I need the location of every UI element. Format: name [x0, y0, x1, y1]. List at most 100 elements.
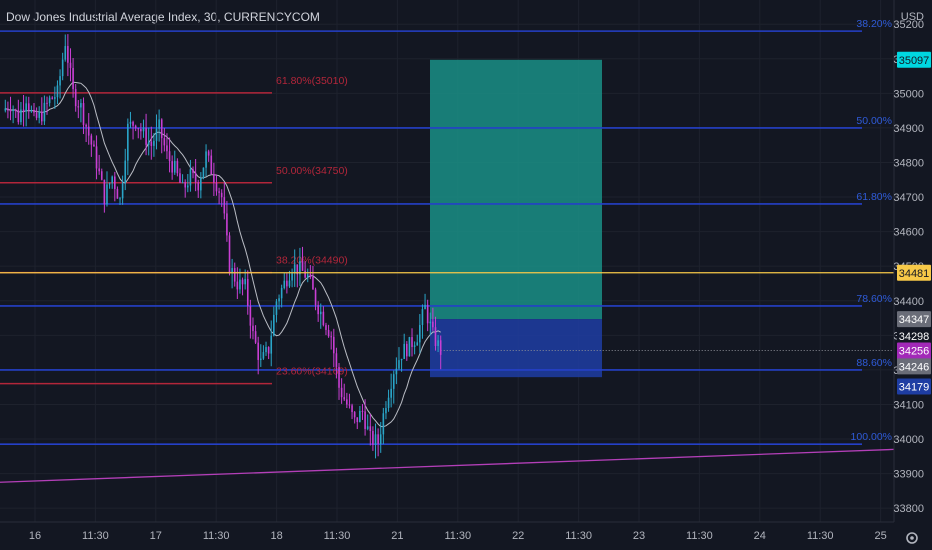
candle-body	[59, 76, 61, 86]
candle-body	[116, 189, 119, 199]
candle-body	[361, 410, 364, 412]
candle-body	[429, 321, 432, 324]
candle-body	[260, 358, 262, 360]
time-tick-label: 23	[633, 530, 645, 542]
candle-body	[207, 151, 210, 156]
candle-body	[369, 426, 372, 431]
candle-body	[129, 121, 132, 124]
candle-body	[197, 182, 200, 191]
candle-body	[322, 311, 325, 326]
candle-body	[319, 311, 322, 315]
fib-level-label: 61.80%(35010)	[276, 75, 348, 87]
candle-body	[424, 304, 426, 310]
time-tick-label: 16	[29, 530, 41, 542]
candle-body	[124, 160, 127, 184]
candle-body	[9, 110, 12, 112]
candle-body	[155, 128, 158, 141]
trend-line[interactable]	[0, 448, 895, 483]
candle-body	[137, 128, 140, 130]
candle-body	[265, 347, 267, 353]
candle-body	[387, 397, 390, 409]
candle-body	[87, 126, 90, 136]
candle-body	[306, 274, 309, 278]
chart-title: Dow Jones Industrial Average Index, 30, …	[6, 10, 320, 24]
price-tick-label: 34800	[893, 157, 924, 169]
candle-body	[372, 430, 374, 445]
candle-body	[82, 103, 85, 125]
candle-body	[432, 321, 434, 328]
candle-body	[95, 146, 98, 169]
candle-body	[17, 110, 20, 123]
candle-body	[249, 305, 252, 326]
moving-average	[5, 81, 894, 428]
fib-retracement-left[interactable]: 61.80%(35010) 50.00%(34750) 38.20%(34490) 2…	[0, 75, 348, 385]
time-tick-label: 11:30	[203, 530, 230, 542]
candle-body	[80, 103, 82, 108]
price-badge	[897, 378, 931, 395]
candle-body	[85, 124, 87, 127]
fib-level-label: 38.20%(34490)	[276, 255, 348, 267]
candle-body	[228, 235, 231, 274]
candle-body	[200, 178, 202, 191]
price-badges: 350973448134347342983425605:423424634179	[897, 51, 931, 395]
candle-body	[173, 160, 176, 173]
candle-body	[408, 337, 411, 357]
candle-body	[327, 329, 330, 337]
candle-body	[134, 125, 137, 129]
fib-retracement-right[interactable]: 38.20% 50.00% 61.80% 78.60% 88.60% 100.00%	[0, 18, 892, 446]
time-axis[interactable]: 16 11:30 17 11:30 18 11:30 21 11:30 22 11:30 23 11:…	[0, 521, 894, 542]
candle-body	[293, 264, 296, 274]
candle-body	[395, 368, 398, 375]
candle-body	[147, 141, 150, 145]
candle-body	[22, 109, 25, 112]
candle-body	[20, 109, 22, 123]
candle-body	[93, 144, 95, 147]
candle-body	[288, 280, 291, 287]
candle-body	[189, 169, 192, 186]
candle-body	[348, 404, 351, 406]
candle-body	[210, 155, 213, 175]
candle-body	[241, 279, 244, 285]
gear-icon-center	[910, 536, 914, 540]
candle-body	[132, 121, 134, 126]
candle-body	[309, 274, 312, 277]
price-tick-label: 34100	[893, 399, 924, 411]
time-tick-label: 18	[270, 530, 282, 542]
candle-body	[46, 102, 48, 104]
time-tick-label: 11:30	[807, 530, 834, 542]
fib-level-label: 61.80%	[856, 191, 892, 203]
candle-body	[379, 434, 382, 444]
candle-body	[246, 278, 249, 306]
candle-body	[77, 106, 80, 108]
candle-body	[233, 268, 236, 282]
candle-body	[153, 140, 155, 146]
candle-body	[273, 314, 275, 336]
candle-body	[403, 343, 405, 359]
candle-body	[163, 138, 166, 146]
candle-body	[280, 288, 283, 299]
candle-body	[64, 46, 67, 60]
candle-body	[100, 171, 103, 180]
time-tick-label: 11:30	[686, 530, 713, 542]
fib-level-label: 50.00%(34750)	[276, 165, 348, 177]
candle-body	[67, 46, 69, 63]
settings-icon[interactable]	[906, 532, 918, 544]
candle-body	[343, 397, 346, 400]
candle-body	[213, 174, 215, 183]
candle-body	[56, 85, 59, 98]
price-tick-label: 35200	[893, 19, 924, 31]
candle-body	[377, 434, 379, 444]
candle-body	[140, 128, 142, 132]
candle-body	[72, 67, 74, 90]
candle-body	[299, 261, 301, 275]
candle-body	[171, 161, 173, 173]
candle-body	[439, 340, 442, 355]
price-tick-label: 34700	[893, 192, 924, 204]
candle-body	[283, 280, 286, 289]
candle-body	[426, 304, 429, 324]
candle-body	[35, 112, 38, 118]
candle-body	[202, 167, 205, 179]
price-tick-label: 33900	[893, 469, 924, 481]
candle-body	[114, 176, 116, 190]
